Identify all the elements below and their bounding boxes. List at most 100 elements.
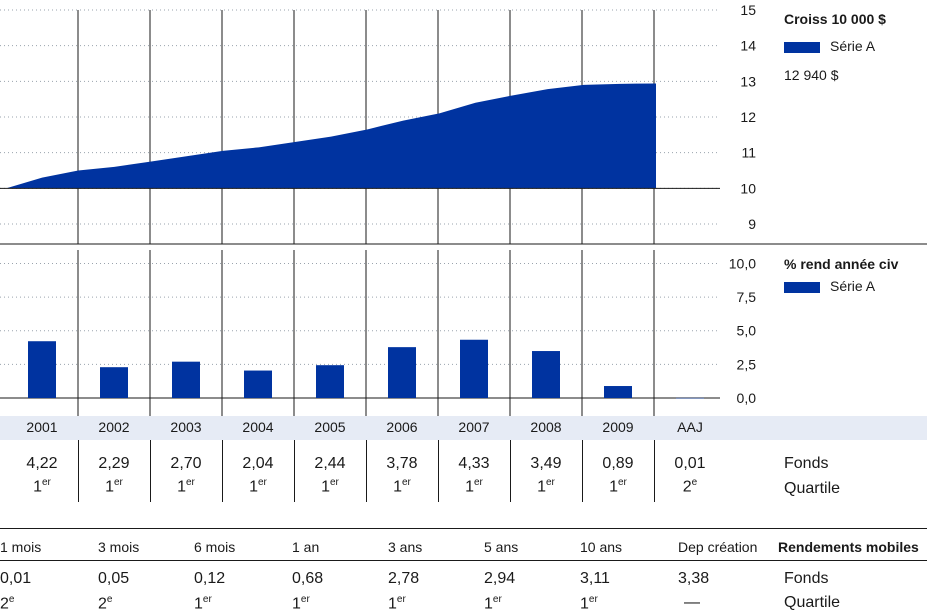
year-label: 2004: [242, 419, 274, 435]
period-return-value: 0,05: [98, 570, 130, 587]
period-quartile-value: —: [684, 594, 700, 611]
growth-y-tick-label: 10: [740, 180, 756, 196]
period-quartile-value: 1er: [484, 594, 502, 613]
annual-quartile-value: 1er: [321, 477, 339, 496]
annual-quartile-value: 1er: [393, 477, 411, 496]
annual-column-divider: [438, 440, 439, 502]
annual-return-value: 2,29: [98, 455, 130, 472]
annual-quartile-value: 1er: [537, 477, 555, 496]
period-return-value: 3,11: [580, 570, 610, 587]
period-return-value: 0,12: [194, 570, 226, 587]
periods-quartile-label: Quartile: [784, 594, 841, 611]
growth-legend-swatch: [784, 42, 820, 53]
annual-return-value: 3,78: [386, 455, 418, 472]
annual-column-divider: [150, 440, 151, 502]
year-label: 2002: [98, 419, 130, 435]
year-label: 2009: [602, 419, 634, 435]
growth-area: [6, 83, 656, 189]
year-header-band: [0, 416, 927, 440]
period-quartile-value: 2e: [98, 594, 113, 613]
growth-y-tick-label: 14: [740, 38, 756, 54]
periods-top-rule: [0, 528, 927, 529]
annual-quartile-value: 1er: [249, 477, 267, 496]
period-quartile-value: 1er: [292, 594, 310, 613]
returns-bar-2007: [460, 339, 488, 398]
returns-chart-title: % rend année civ: [784, 256, 899, 272]
period-label: 3 mois: [98, 539, 140, 555]
annual-return-value: 4,33: [458, 455, 490, 472]
returns-legend-swatch: [784, 282, 820, 293]
returns-legend-label: Série A: [830, 278, 876, 294]
returns-bar-2003: [172, 361, 200, 398]
returns-bar-2005: [316, 365, 344, 398]
period-label: 5 ans: [484, 539, 519, 555]
annual-column-divider: [78, 440, 79, 502]
returns-y-tick-label: 0,0: [737, 390, 757, 406]
year-label: 2003: [170, 419, 202, 435]
returns-bar-AAJ: [676, 397, 704, 399]
period-label: 1 an: [292, 539, 320, 555]
growth-y-tick-label: 15: [740, 2, 756, 18]
annual-column-divider: [294, 440, 295, 502]
returns-y-tick-label: 10,0: [729, 255, 756, 271]
annual-quartile-value: 2e: [682, 477, 698, 496]
returns-y-tick-label: 5,0: [737, 323, 757, 339]
annual-return-value: 4,22: [26, 455, 58, 472]
period-return-value: 2,78: [388, 570, 420, 587]
growth-y-tick-label: 9: [748, 216, 756, 232]
annual-column-divider: [510, 440, 511, 502]
annual-quartile-label: Quartile: [784, 480, 841, 497]
growth-chart-title: Croiss 10 000 $: [784, 11, 886, 27]
annual-column-divider: [582, 440, 583, 502]
year-label: AAJ: [677, 419, 703, 435]
year-label: 2001: [26, 419, 58, 435]
annual-fund-label: Fonds: [784, 455, 829, 472]
annual-quartile-value: 1er: [609, 477, 627, 496]
returns-y-tick-label: 7,5: [737, 289, 757, 305]
annual-return-value: 3,49: [530, 455, 562, 472]
year-label: 2006: [386, 419, 418, 435]
returns-bar-2004: [244, 370, 272, 398]
period-label: 6 mois: [194, 539, 236, 555]
returns-bar-2006: [388, 347, 416, 398]
returns-bar-2002: [100, 367, 128, 398]
annual-return-value: 2,44: [314, 455, 346, 472]
returns-bar-2009: [604, 386, 632, 398]
growth-end-value: 12 940 $: [784, 67, 839, 83]
period-label: Dep création: [678, 539, 758, 555]
annual-column-divider: [222, 440, 223, 502]
period-return-value: 3,38: [678, 570, 710, 587]
growth-y-tick-label: 13: [740, 73, 756, 89]
annual-return-value: 0,01: [674, 455, 706, 472]
annual-return-value: 2,70: [170, 455, 202, 472]
period-label: 3 ans: [388, 539, 423, 555]
period-quartile-value: 2e: [0, 594, 15, 613]
period-return-value: 0,68: [292, 570, 324, 587]
year-label: 2005: [314, 419, 346, 435]
returns-bar-2008: [532, 351, 560, 398]
annual-column-divider: [366, 440, 367, 502]
period-return-value: 0,01: [0, 570, 32, 587]
annual-quartile-value: 1er: [105, 477, 123, 496]
annual-quartile-value: 1er: [33, 477, 51, 496]
returns-y-tick-label: 2,5: [737, 356, 757, 372]
periods-fund-label: Fonds: [784, 570, 829, 587]
annual-quartile-value: 1er: [465, 477, 483, 496]
period-quartile-value: 1er: [194, 594, 212, 613]
periods-header-rule: [0, 560, 927, 561]
growth-legend-label: Série A: [830, 38, 876, 54]
annual-return-value: 2,04: [242, 455, 274, 472]
annual-column-divider: [654, 440, 655, 502]
period-label: 10 ans: [580, 539, 623, 555]
period-label: 1 mois: [0, 539, 42, 555]
period-return-value: 2,94: [484, 570, 516, 587]
year-label: 2007: [458, 419, 490, 435]
annual-return-value: 0,89: [602, 455, 634, 472]
growth-y-tick-label: 12: [740, 109, 756, 125]
growth-y-tick-label: 11: [741, 145, 756, 161]
period-quartile-value: 1er: [580, 594, 598, 613]
annual-quartile-value: 1er: [177, 477, 195, 496]
period-quartile-value: 1er: [388, 594, 406, 613]
year-label: 2008: [530, 419, 562, 435]
